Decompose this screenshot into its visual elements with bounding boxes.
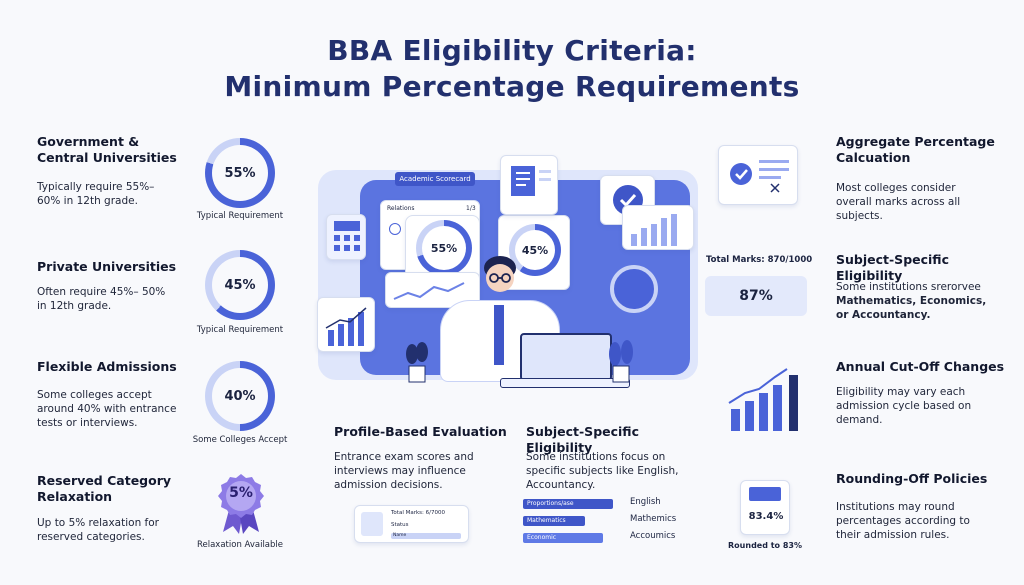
ribbon-value: 5%	[229, 485, 253, 501]
reserved-heading: Reserved Category Relaxation	[37, 473, 172, 504]
profile-text: Entrance exam scores and interviews may …	[334, 451, 474, 491]
subject-bar-label: English	[630, 497, 661, 507]
profile-card-line3: Name	[391, 533, 461, 539]
private-caption: Typical Requirement	[196, 325, 284, 335]
document-icon	[500, 155, 558, 215]
relations-card-header: Relations	[387, 205, 415, 212]
gov-percentage-ring: 55%	[205, 138, 275, 208]
flexible-heading: Flexible Admissions	[37, 359, 177, 374]
gov-caption: Typical Requirement	[196, 211, 284, 221]
page-title-line2: Minimum Percentage Requirements	[224, 70, 800, 103]
laptop-icon	[520, 333, 612, 381]
plant-icon	[402, 340, 432, 385]
cutoff-text: Eligibility may vary each admission cycl…	[836, 386, 972, 426]
total-marks-label: Total Marks: 870/1000	[706, 255, 813, 265]
gauge1-value: 55%	[422, 226, 466, 270]
flexible-ring-value: 40%	[212, 368, 268, 424]
subject-right-heading: Subject-Specific Eligibility	[836, 252, 949, 283]
rounding-card: 83.4%	[740, 480, 790, 535]
subject-right-text-pre: Some institutions srerorvee	[836, 281, 981, 293]
profile-card-line2: Status	[391, 522, 409, 528]
profile-heading: Profile-Based Evaluation	[334, 424, 507, 439]
rising-bars-icon	[725, 365, 805, 435]
desk-book	[500, 378, 630, 388]
reserved-text: Up to 5% relaxation for reserved categor…	[37, 517, 159, 543]
clock-icon	[389, 223, 401, 235]
scorecard-label: Academic Scorecard	[395, 172, 475, 186]
reserved-caption: Relaxation Available	[196, 540, 284, 550]
bar-chart-icon	[622, 205, 694, 250]
avatar	[361, 512, 383, 536]
page-title-line1: BBA Eligibility Criteria:	[327, 34, 697, 67]
subject-center-heading: Subject-Specific Eligibility	[526, 424, 639, 455]
rounding-bar	[749, 487, 781, 501]
aggregate-text: Most colleges consider overall marks acr…	[836, 182, 961, 222]
subject-center-text: Some institutions focus on specific subj…	[526, 451, 679, 491]
person-icon	[475, 252, 525, 302]
calculator-icon	[326, 214, 366, 260]
cutoff-heading: Annual Cut-Off Changes	[836, 359, 1005, 374]
seal-icon	[610, 265, 658, 313]
gov-text: Typically require 55%–60% in 12th grade.	[37, 181, 155, 207]
profile-card-line1: Total Marks: 6/7000	[391, 510, 445, 516]
private-ring-value: 45%	[212, 257, 268, 313]
relations-card-page: 1/3	[466, 205, 476, 212]
flexible-caption: Some Colleges Accept	[192, 435, 288, 445]
flexible-percentage-ring: 40%	[205, 361, 275, 431]
gov-heading: Government & Central Universities	[37, 134, 177, 165]
rounding-text: Institutions may round percentages accor…	[836, 501, 970, 541]
subject-bar: Economic	[523, 533, 603, 543]
subject-bar-label: Accoumics	[630, 531, 676, 541]
subject-right-text: Some institutions srerorvee Mathematics,…	[836, 280, 1001, 322]
private-text: Often require 45%– 50% in 12th grade.	[37, 286, 166, 312]
subject-right-text-bold: Mathematics, Economics, or Accountancy.	[836, 295, 987, 321]
rounding-value: 83.4%	[748, 511, 784, 522]
bar-chart-card-icon	[317, 297, 375, 352]
aggregate-heading: Aggregate Percentage Calcuation	[836, 134, 995, 165]
gov-ring-value: 55%	[212, 145, 268, 201]
rounding-caption: Rounded to 83%	[728, 541, 802, 550]
rounding-heading: Rounding-Off Policies	[836, 471, 988, 486]
person-tie	[494, 305, 504, 365]
ribbon-badge-icon: 5%	[215, 472, 267, 534]
subject-bar: Mathematics	[523, 516, 585, 526]
total-percentage: 87%	[705, 276, 807, 316]
checklist-icon	[718, 145, 798, 205]
subject-bar-label: Mathemics	[630, 514, 677, 524]
plant-right-icon	[605, 338, 637, 384]
profile-card: Total Marks: 6/7000 Status Name	[354, 505, 469, 543]
subject-bar: Proportions/ase	[523, 499, 613, 509]
private-percentage-ring: 45%	[205, 250, 275, 320]
gauge2-value: 45%	[515, 230, 555, 270]
private-heading: Private Universities	[37, 259, 177, 274]
flexible-text: Some colleges accept around 40% with ent…	[37, 389, 177, 429]
